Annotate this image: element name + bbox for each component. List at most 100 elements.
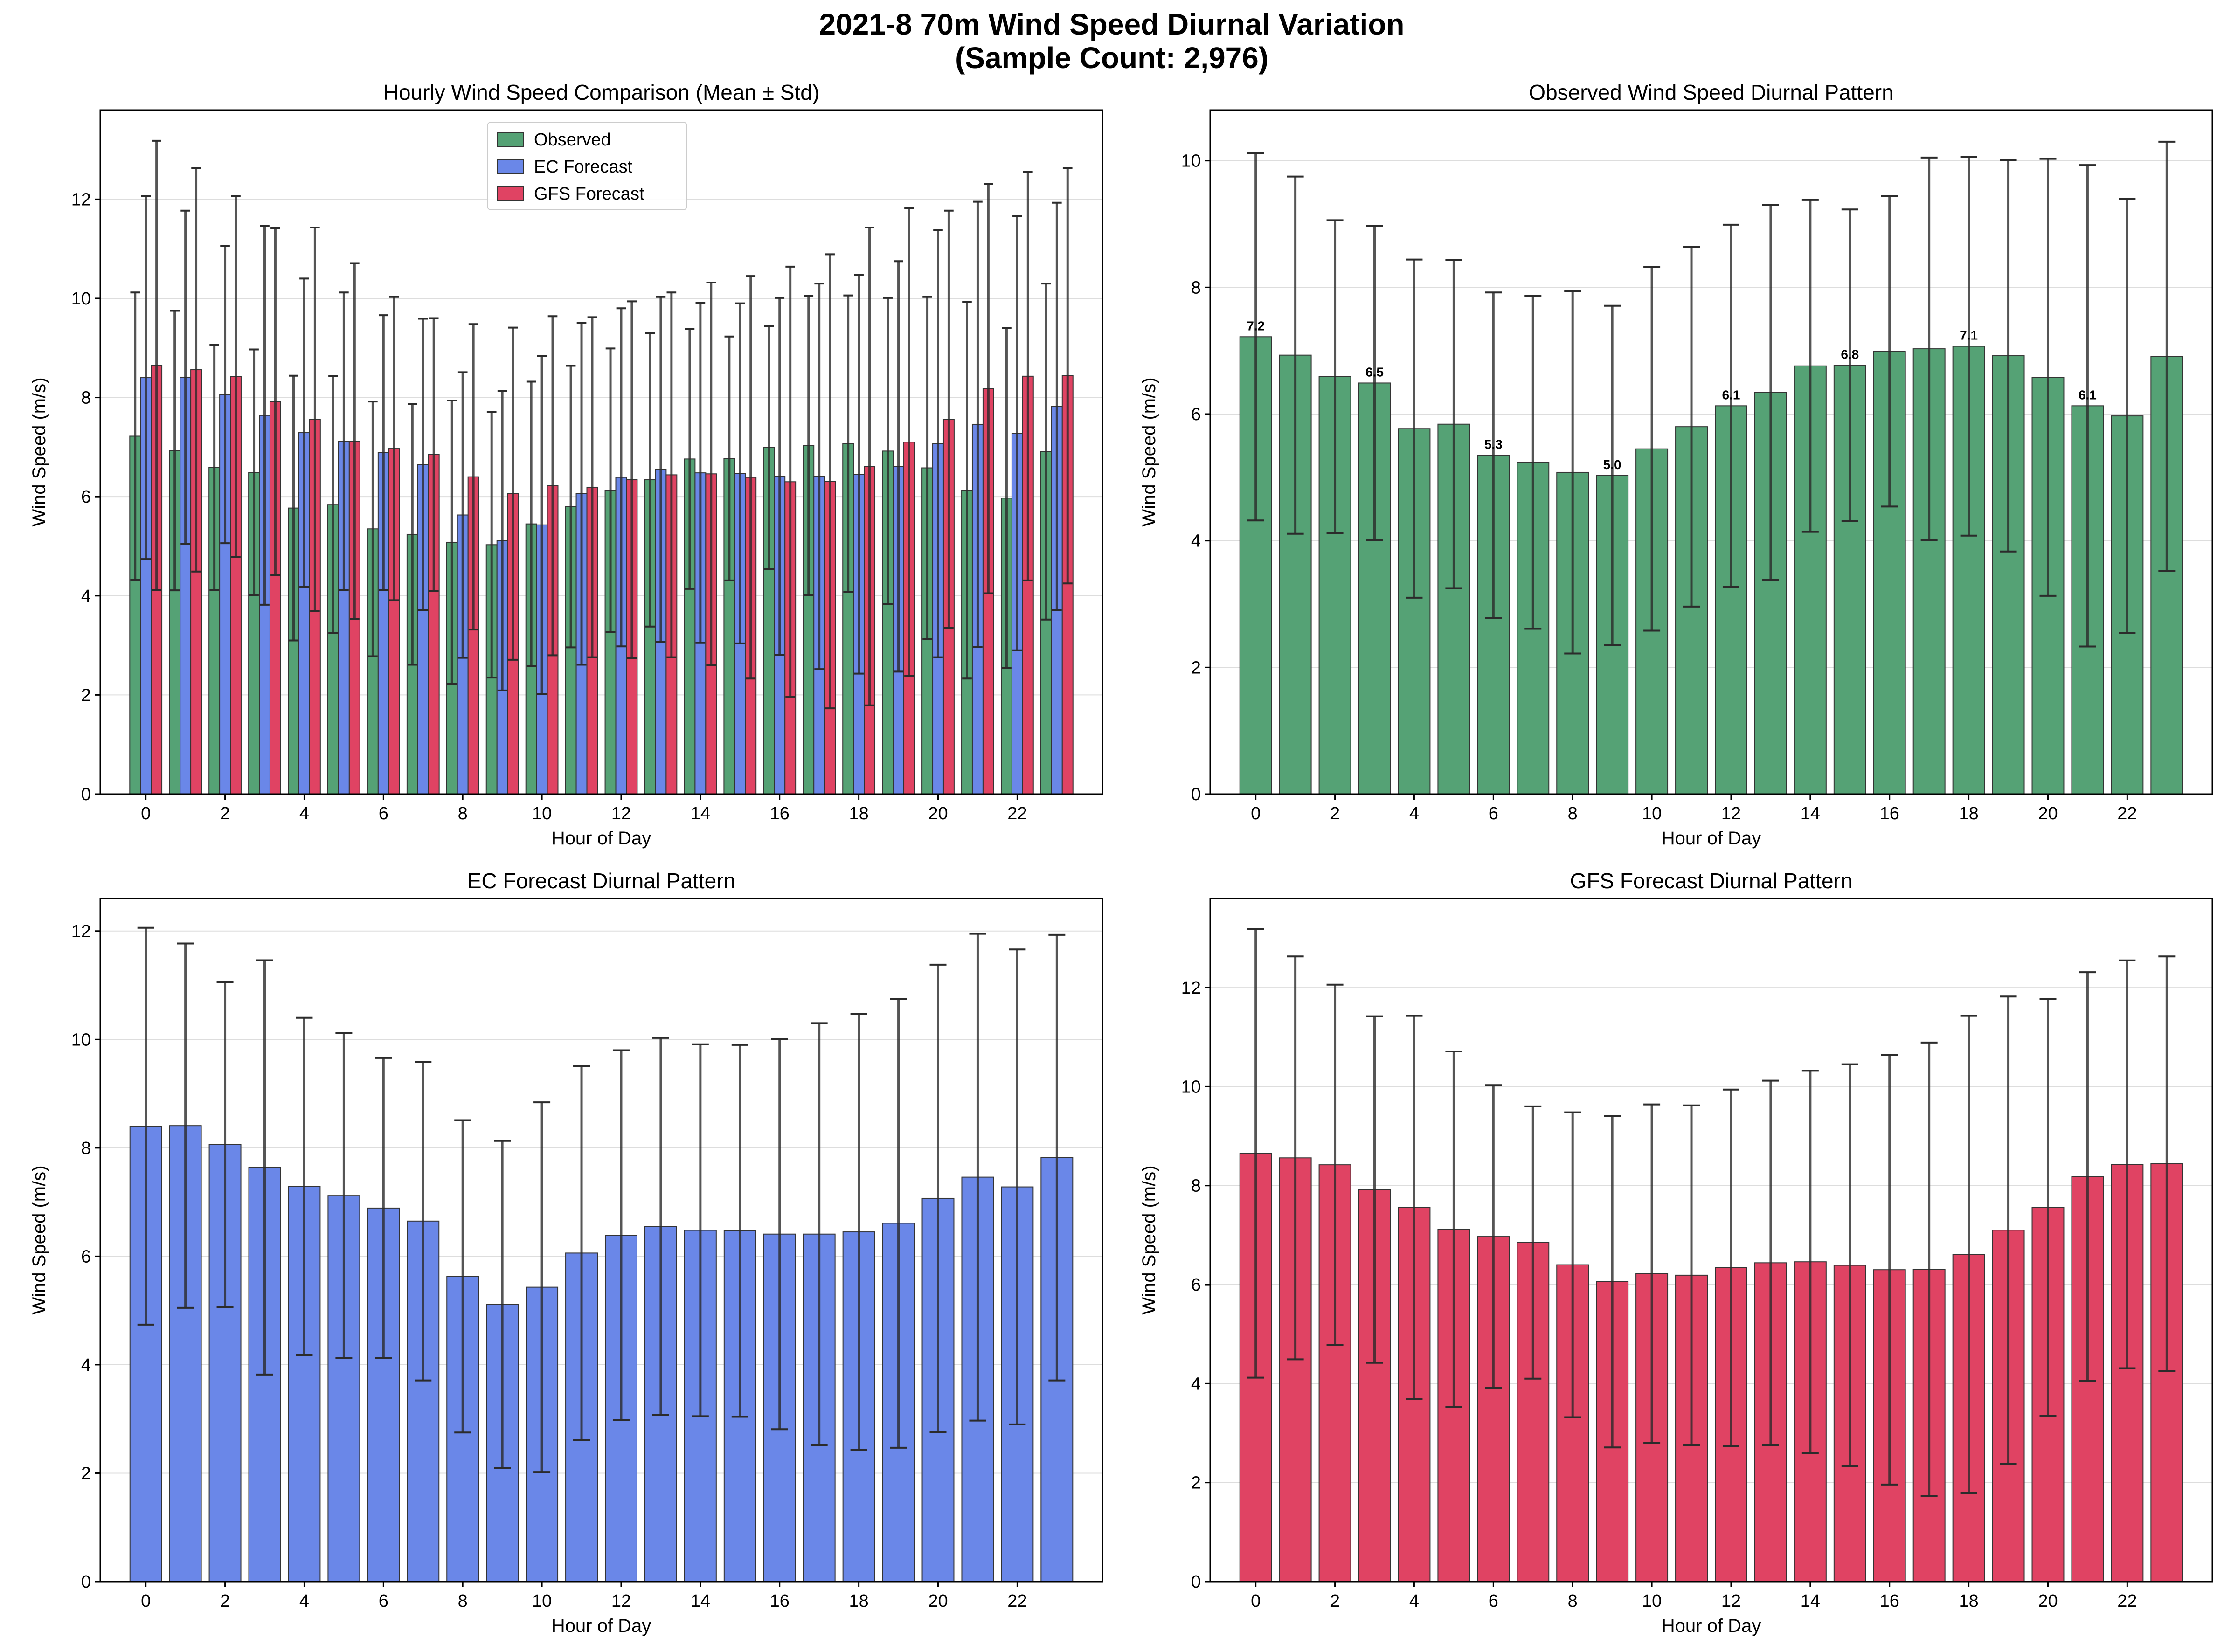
y-tick-label: 10 <box>1181 152 1201 171</box>
x-tick-label: 0 <box>1251 1591 1261 1611</box>
x-tick-label: 10 <box>532 804 552 823</box>
x-tick-label: 2 <box>1330 1591 1340 1611</box>
y-axis-label: Wind Speed (m/s) <box>29 377 49 526</box>
x-tick-label: 6 <box>379 1591 388 1611</box>
value-label: 5.0 <box>1603 457 1621 472</box>
x-tick-label: 16 <box>1880 804 1899 823</box>
x-tick-label: 8 <box>458 1591 468 1611</box>
legend-swatch-observed <box>497 132 524 147</box>
x-tick-label: 20 <box>2038 804 2058 823</box>
y-tick-label: 0 <box>81 1572 91 1592</box>
x-tick-label: 14 <box>691 804 710 823</box>
axes-frame <box>99 109 1103 795</box>
x-tick-label: 18 <box>849 804 868 823</box>
y-tick-label: 4 <box>81 587 91 606</box>
value-label: 6.5 <box>1365 365 1384 379</box>
x-axis-label: Hour of Day <box>552 1616 651 1636</box>
y-tick-label: 0 <box>1191 1572 1201 1592</box>
y-tick-label: 10 <box>71 289 91 309</box>
panel-title: GFS Forecast Diurnal Pattern <box>1570 869 1853 893</box>
y-axis-label: Wind Speed (m/s) <box>29 1165 49 1314</box>
x-tick-label: 14 <box>1801 1591 1820 1611</box>
x-tick-label: 6 <box>379 804 388 823</box>
x-tick-label: 2 <box>220 1591 230 1611</box>
axes-frame <box>1209 109 2213 795</box>
x-tick-label: 18 <box>849 1591 868 1611</box>
panel-hourly-comparison: 0 2 4 6 8 10 12 0 2 4 6 8 10 12 14 16 18 20 22 Hourly Wind … <box>29 80 1103 849</box>
x-tick-label: 12 <box>1721 804 1741 823</box>
panel-ec-pattern: 0 2 4 6 8 10 12 0 2 4 6 8 10 12 14 16 18 20 22 EC Forecast … <box>29 869 1103 1636</box>
value-label: 7.1 <box>1960 328 1978 343</box>
legend-swatch-gfs <box>497 186 524 201</box>
y-tick-label: 2 <box>81 685 91 705</box>
x-tick-label: 18 <box>1959 1591 1978 1611</box>
y-tick-label: 2 <box>1191 658 1201 677</box>
y-axis-label: Wind Speed (m/s) <box>1139 1165 1159 1314</box>
x-tick-label: 2 <box>220 804 230 823</box>
x-tick-label: 4 <box>299 804 309 823</box>
panel-title: Observed Wind Speed Diurnal Pattern <box>1529 80 1893 104</box>
panel-gfs-pattern: 0 2 4 6 8 10 12 0 2 4 6 8 10 12 14 16 18 20 22 GFS Forecast… <box>1139 869 2213 1636</box>
figure-title-line2: (Sample Count: 2,976) <box>955 41 1268 75</box>
y-tick-label: 10 <box>1181 1077 1201 1097</box>
x-tick-label: 6 <box>1489 1591 1498 1611</box>
x-tick-label: 8 <box>1568 1591 1578 1611</box>
x-tick-label: 14 <box>691 1591 710 1611</box>
value-label: 6.1 <box>2079 387 2097 402</box>
x-tick-label: 10 <box>1642 804 1662 823</box>
panel-observed-pattern: 7.2 6.5 5.3 5.0 6.1 6.8 7.1 6.1 0 2 4 6 8 10 0 2 4 6 8 10 12… <box>1139 80 2213 849</box>
panel-title: Hourly Wind Speed Comparison (Mean ± Std… <box>383 80 819 104</box>
x-tick-label: 6 <box>1489 804 1498 823</box>
x-tick-label: 20 <box>928 804 948 823</box>
x-axis-label: Hour of Day <box>1662 828 1761 849</box>
x-tick-label: 10 <box>1642 1591 1662 1611</box>
y-tick-label: 0 <box>1191 785 1201 804</box>
x-tick-label: 10 <box>532 1591 552 1611</box>
legend-label-ec: EC Forecast <box>534 157 633 177</box>
y-tick-label: 2 <box>81 1464 91 1483</box>
x-tick-label: 4 <box>1409 804 1419 823</box>
axes-frame <box>99 898 1103 1583</box>
value-label: 6.8 <box>1841 347 1859 361</box>
x-tick-label: 16 <box>1880 1591 1899 1611</box>
axes-frame <box>1209 898 2213 1583</box>
y-tick-label: 8 <box>1191 1176 1201 1196</box>
x-tick-label: 0 <box>1251 804 1261 823</box>
x-tick-label: 20 <box>2038 1591 2058 1611</box>
x-tick-label: 4 <box>299 1591 309 1611</box>
x-tick-label: 12 <box>611 804 631 823</box>
x-tick-label: 8 <box>1568 804 1578 823</box>
y-tick-label: 6 <box>81 1247 91 1266</box>
figure-title-line1: 2021-8 70m Wind Speed Diurnal Variation <box>819 7 1405 41</box>
legend-swatch-ec <box>497 159 524 174</box>
y-tick-label: 6 <box>1191 405 1201 424</box>
x-tick-label: 0 <box>141 804 151 823</box>
legend-label-gfs: GFS Forecast <box>534 184 644 204</box>
y-tick-label: 8 <box>81 1139 91 1158</box>
y-tick-label: 4 <box>1191 1374 1201 1394</box>
y-tick-label: 12 <box>71 922 91 941</box>
x-tick-label: 12 <box>1721 1591 1741 1611</box>
x-tick-label: 18 <box>1959 804 1978 823</box>
y-tick-label: 8 <box>81 388 91 408</box>
value-label: 7.2 <box>1247 318 1265 333</box>
y-axis-label: Wind Speed (m/s) <box>1139 377 1159 526</box>
x-tick-label: 22 <box>2117 1591 2137 1611</box>
x-tick-label: 22 <box>1007 1591 1027 1611</box>
panel-title: EC Forecast Diurnal Pattern <box>467 869 735 893</box>
x-tick-label: 22 <box>1007 804 1027 823</box>
y-tick-label: 10 <box>71 1030 91 1050</box>
y-tick-label: 12 <box>71 190 91 209</box>
x-tick-label: 2 <box>1330 804 1340 823</box>
x-tick-label: 8 <box>458 804 468 823</box>
y-tick-label: 2 <box>1191 1473 1201 1493</box>
y-tick-label: 4 <box>81 1355 91 1375</box>
y-tick-label: 6 <box>81 487 91 507</box>
x-tick-label: 4 <box>1409 1591 1419 1611</box>
legend-label-observed: Observed <box>534 130 611 150</box>
x-axis-label: Hour of Day <box>1662 1616 1761 1636</box>
legend-box <box>487 122 687 210</box>
x-tick-label: 16 <box>770 804 790 823</box>
x-tick-label: 22 <box>2117 804 2137 823</box>
